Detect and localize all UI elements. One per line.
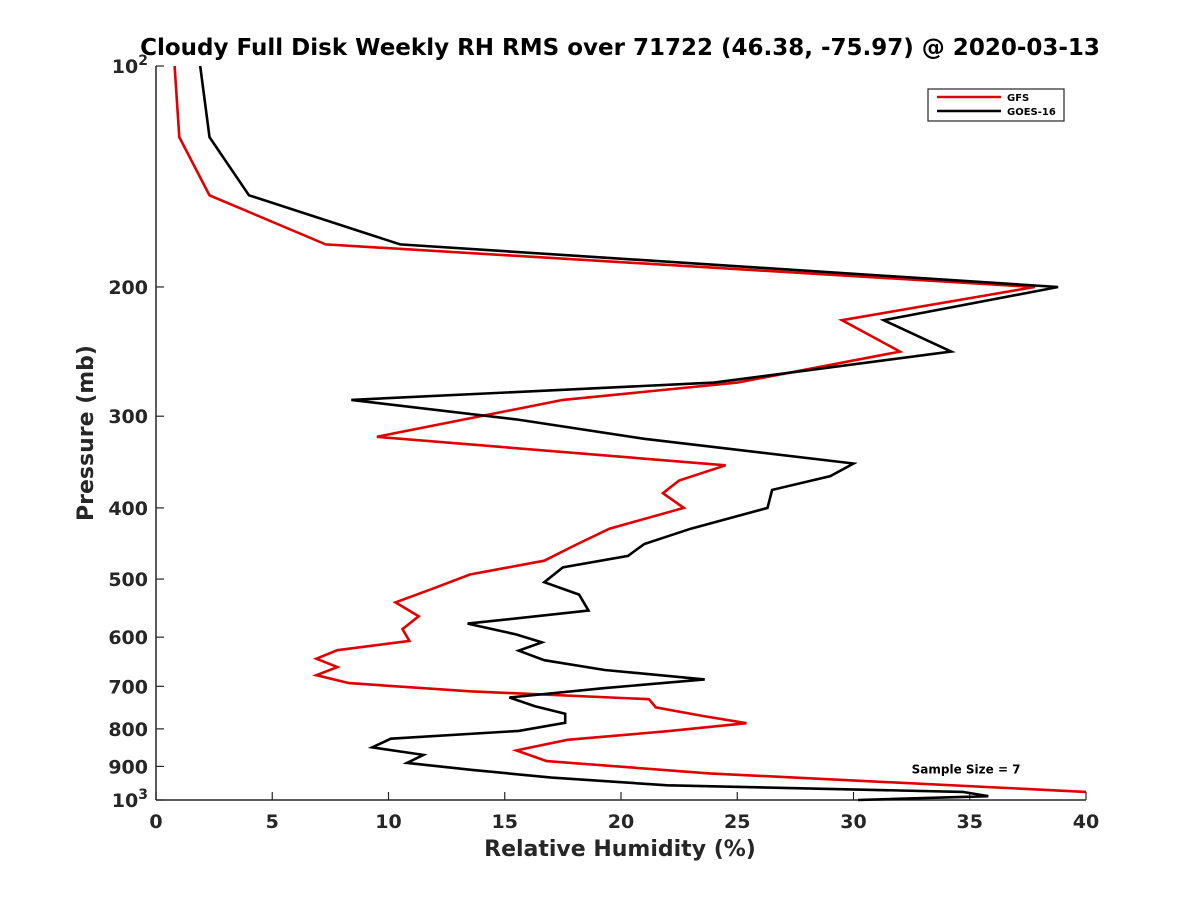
x-tick-label: 0 [149,811,162,833]
y-tick-label: 600 [108,627,148,649]
y-tick-label: 900 [108,756,148,778]
series-line-goes16 [198,65,1059,802]
legend: GFS GOES-16 [927,88,1065,122]
x-tick-label: 20 [608,811,634,833]
y-axis-ticks: 102 200 300 400 500 600 700 800 900 103 [108,53,164,812]
y-tick-label: 700 [108,676,148,698]
y-axis-label: Pressure (mb) [74,345,99,521]
legend-label-gfs: GFS [1007,93,1029,104]
y-tick-label: 103 [112,787,148,812]
x-tick-label: 5 [266,811,279,833]
chart-title: Cloudy Full Disk Weekly RH RMS over 7172… [140,35,1100,61]
y-tick-label: 200 [108,277,148,299]
x-tick-label: 30 [840,811,866,833]
x-tick-label: 35 [957,811,983,833]
x-tick-label: 25 [724,811,750,833]
legend-label-goes16: GOES-16 [1007,107,1056,118]
x-axis-label: Relative Humidity (%) [484,837,756,862]
x-axis-ticks: 0 5 10 15 20 25 30 35 40 [149,792,1099,833]
x-tick-label: 15 [492,811,518,833]
y-tick-label: 300 [108,406,148,428]
y-tick-label: 500 [108,569,148,591]
x-tick-label: 10 [375,811,401,833]
series-group [173,65,1087,802]
sample-size-annotation: Sample Size = 7 [912,762,1021,776]
y-tick-label: 400 [108,498,148,520]
y-tick-label: 102 [112,53,148,78]
x-tick-label: 40 [1073,811,1099,833]
plot-area [156,66,1086,800]
y-tick-label: 800 [108,719,148,741]
series-line-gfs [173,65,1087,794]
legend-box [927,88,1065,122]
axes [155,66,1086,801]
